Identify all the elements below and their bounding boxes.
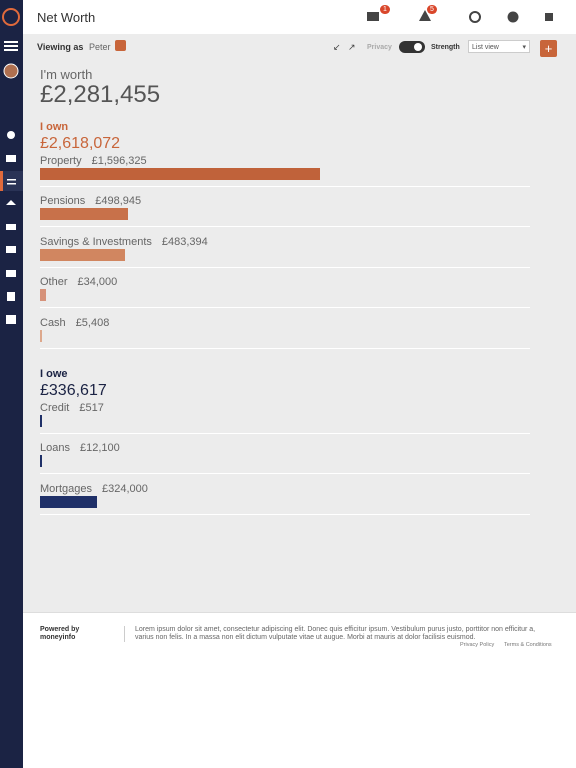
content: Viewing as Peter ↙ ↗ Privacy Strength Li… (23, 34, 576, 612)
add-button[interactable]: + (540, 40, 557, 57)
privacy-label: Privacy (367, 44, 392, 51)
item-amount: £12,100 (79, 442, 120, 455)
bar (40, 208, 128, 221)
page-title: Net Worth (37, 10, 96, 25)
active-marker (0, 171, 3, 191)
owe-heading: I owe (40, 368, 68, 380)
user-name: Peter (89, 42, 111, 52)
item-amount: £34,000 (77, 276, 118, 289)
view-select-text: List view (472, 44, 499, 51)
user-dropdown[interactable] (115, 40, 126, 51)
own-total: £2,618,072 (40, 135, 121, 152)
collapse-icons[interactable]: ↙ ↗ (333, 42, 356, 52)
footer-text: Lorem ipsum dolor sit amet, consectetur … (135, 626, 536, 641)
bar (40, 495, 97, 508)
item-name: Property (40, 155, 82, 167)
powered-by: Powered by (40, 626, 80, 633)
own-heading: I own (40, 121, 69, 133)
bar (40, 329, 42, 342)
separator (40, 226, 530, 228)
bar (40, 415, 42, 427)
owe-total: £336,617 (40, 382, 107, 399)
bar (40, 248, 125, 261)
avatar[interactable] (3, 63, 19, 79)
separator (40, 473, 530, 475)
sidebar (0, 0, 23, 768)
bar (40, 455, 43, 468)
privacy-toggle[interactable] (399, 41, 425, 53)
item-name: Cash (40, 316, 66, 329)
separator (40, 433, 530, 434)
strength-label: Strength (431, 44, 460, 51)
terms-link[interactable]: Terms & Conditions (504, 642, 552, 648)
alert-badge: 5 (427, 5, 437, 14)
item-amount: £517 (79, 402, 104, 414)
separator (40, 513, 530, 515)
bar (40, 289, 46, 302)
item-amount: £1,596,325 (91, 155, 147, 167)
item-amount: £483,394 (161, 235, 208, 248)
header-icons[interactable] (363, 5, 573, 29)
separator (40, 347, 530, 349)
brand: moneyinfo (40, 634, 76, 641)
worth-label: I'm worth (40, 67, 93, 82)
item-name: Other (40, 276, 68, 289)
item-name: Pensions (40, 195, 86, 208)
active-item (0, 171, 23, 191)
item-amount: £498,945 (95, 195, 142, 208)
footer-border (23, 612, 576, 613)
view-select[interactable]: List view ▾ (468, 40, 530, 53)
message-badge: 1 (380, 5, 390, 14)
header: Net Worth 1 5 (23, 0, 576, 34)
logo (2, 8, 20, 26)
item-name: Savings & Investments (40, 235, 152, 248)
item-amount: £5,408 (75, 316, 110, 329)
separator (40, 307, 530, 309)
worth-total: £2,281,455 (40, 81, 161, 108)
menu-icon[interactable] (4, 41, 18, 51)
viewing-as: Viewing as (37, 42, 84, 52)
item-name: Credit (40, 402, 70, 414)
separator (40, 186, 530, 187)
separator (40, 266, 530, 268)
bar (40, 168, 320, 180)
divider (124, 626, 125, 642)
item-amount: £324,000 (101, 482, 148, 495)
privacy-link[interactable]: Privacy Policy (460, 642, 495, 648)
item-name: Mortgages (40, 482, 92, 495)
item-name: Loans (40, 442, 70, 455)
nav-icons[interactable] (6, 131, 16, 324)
